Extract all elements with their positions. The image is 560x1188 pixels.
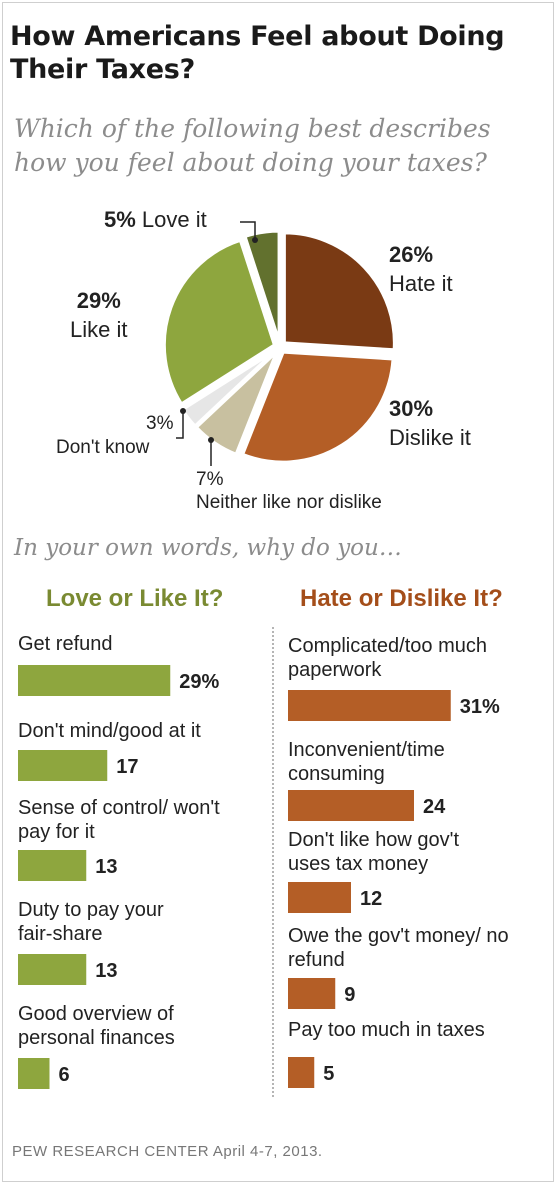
pie-pct-neither: 7% [196, 469, 224, 490]
pie-label-dislike: 30% Dislike it [389, 394, 471, 452]
pie-label-like: 29% Like it [70, 286, 127, 344]
pie-pct-love: 5% [104, 207, 136, 232]
pie-pct-hate: 26% [389, 242, 434, 267]
pie-pct-like: 29% [76, 288, 121, 313]
section-subtitle: In your own words, why do you… [14, 535, 402, 561]
source-note: PEW RESEARCH CENTER April 4-7, 2013. [12, 1143, 323, 1160]
pie-label-love: 5% Love it [104, 205, 207, 234]
chart-frame [2, 2, 554, 1182]
pie-slice-love [243, 229, 281, 342]
pie-text-hate: Hate it [389, 271, 453, 296]
pie-text-neither: Neither like nor dislike [196, 492, 382, 513]
pie-text-love: Love it [141, 207, 207, 232]
pie-pct-dislike: 30% [389, 396, 434, 421]
leader-dont-know [176, 413, 184, 439]
survey-question: Which of the following best describes ho… [14, 114, 491, 177]
pie-pct-dont-know: 3% [146, 413, 174, 434]
pie-label-hate: 26% Hate it [389, 240, 453, 298]
pie-text-dont-know: Don't know [56, 437, 150, 458]
pie-slice-neither [194, 350, 279, 457]
leader-dot-neither [208, 437, 214, 443]
column-divider [272, 627, 274, 1097]
leader-dot-love [252, 237, 258, 243]
hate-column-heading: Hate or Dislike It? [300, 585, 503, 612]
pie-text-dislike: Dislike it [389, 425, 471, 450]
leader-dot-dont-know [180, 408, 186, 414]
pie-slice-like [162, 238, 277, 406]
like-column-heading: Love or Like It? [46, 585, 224, 612]
leader-love [240, 221, 256, 240]
pie-text-like: Like it [70, 317, 128, 342]
chart-title: How Americans Feel about Doing Their Tax… [10, 21, 505, 85]
pie-chart [162, 221, 396, 466]
pie-slice-dislike [240, 350, 395, 464]
pie-slice-hate [282, 231, 396, 352]
